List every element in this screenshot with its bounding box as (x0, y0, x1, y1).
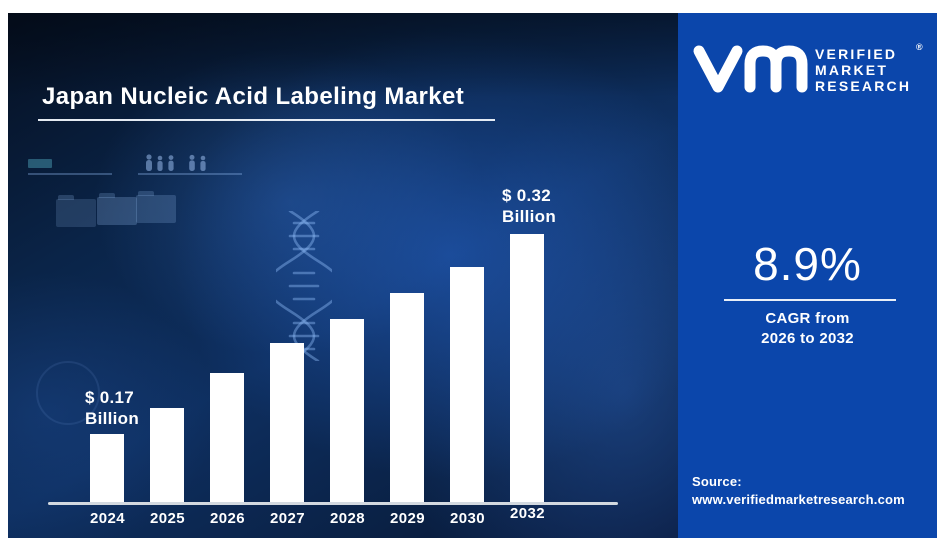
chart-panel: Japan Nucleic Acid Labeling Market 2024 2… (8, 13, 678, 538)
infographic: Japan Nucleic Acid Labeling Market 2024 2… (8, 13, 937, 538)
years-row: 2024 2025 2026 2027 2028 2029 2030 2032 (90, 505, 545, 527)
deco-line (138, 173, 242, 175)
folder-icon (136, 191, 176, 223)
first-bar-unit: Billion (85, 409, 140, 428)
bar-2028 (330, 319, 364, 502)
registered-trademark-icon: ® (916, 42, 923, 52)
page-title: Japan Nucleic Acid Labeling Market (42, 83, 465, 110)
cagr-underline (724, 299, 896, 301)
first-bar-value-label: $ 0.17 Billion (85, 387, 139, 429)
x-tick-2027: 2027 (270, 510, 305, 527)
x-tick-2032: 2032 (510, 505, 545, 522)
x-axis-line (48, 502, 618, 505)
bar-2029 (390, 293, 424, 502)
cagr-caption-line: 2026 to 2032 (761, 330, 854, 347)
last-bar-unit: Billion (502, 207, 557, 226)
bar-2025 (150, 408, 184, 502)
last-bar-value: $ 0.32 (502, 186, 552, 205)
x-tick-2029: 2029 (390, 510, 425, 527)
brand-wordmark: VERIFIED MARKET RESEARCH (815, 46, 911, 94)
bar-2027 (270, 343, 304, 502)
brand-line: RESEARCH (815, 78, 912, 94)
bar-2026 (210, 373, 244, 502)
x-tick-2024: 2024 (90, 510, 125, 527)
vmr-monogram-icon (693, 45, 808, 93)
x-tick-2028: 2028 (330, 510, 365, 527)
first-bar-value: $ 0.17 (85, 388, 135, 407)
brand-line: VERIFIED (815, 46, 898, 62)
cagr-value: 8.9% (753, 238, 862, 290)
folder-icon (97, 193, 137, 225)
cagr-caption-line: CAGR from (765, 310, 850, 327)
info-panel: VERIFIED MARKET RESEARCH ® 8.9% CAGR fro… (678, 13, 937, 538)
folder-icon (56, 195, 96, 227)
cagr-caption: CAGR from 2026 to 2032 (678, 309, 937, 349)
brand-line: MARKET (815, 62, 889, 78)
bar-2030 (450, 267, 484, 502)
bar-2024 (90, 434, 124, 502)
x-tick-2030: 2030 (450, 510, 485, 527)
deco-badge (28, 159, 52, 168)
source-label: Source: (692, 474, 742, 489)
last-bar-value-label: $ 0.32 Billion (502, 185, 556, 227)
source-url: www.verifiedmarketresearch.com (692, 492, 905, 507)
x-tick-2025: 2025 (150, 510, 185, 527)
deco-line (28, 173, 112, 175)
title-underline (38, 119, 495, 121)
bars-row (90, 234, 544, 502)
source-block: Source: www.verifiedmarketresearch.com (692, 473, 905, 509)
people-icons (146, 154, 206, 171)
bar-2032 (510, 234, 544, 502)
x-tick-2026: 2026 (210, 510, 245, 527)
